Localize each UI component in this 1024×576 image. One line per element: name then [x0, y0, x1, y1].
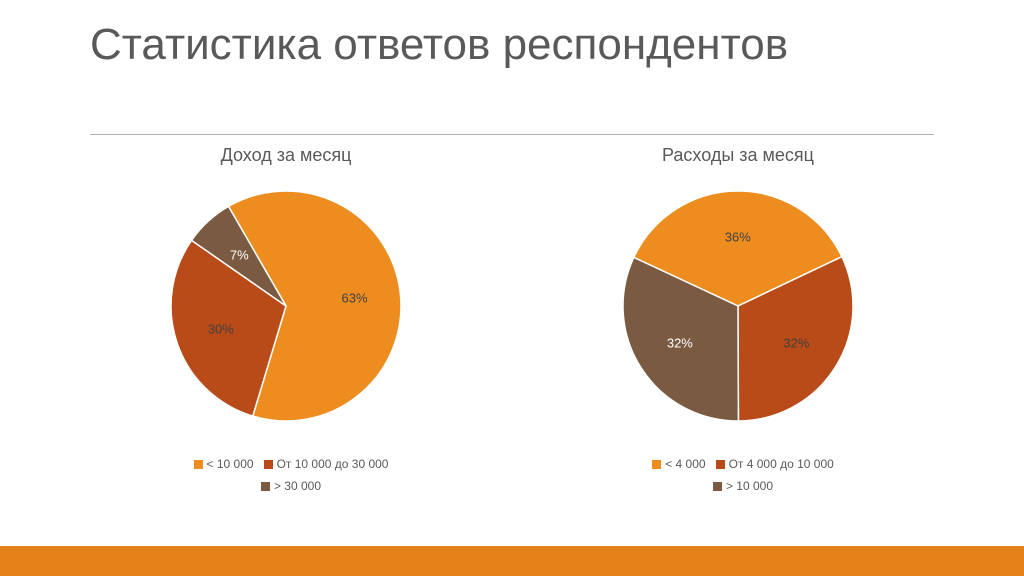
legend-swatch [261, 482, 270, 491]
legend-swatch [652, 460, 661, 469]
legend-swatch [264, 460, 273, 469]
legend-item: < 10 000 [184, 457, 254, 471]
legend-item: > 30 000 [251, 479, 321, 493]
charts-container: Доход за месяц 63% 30% 7% < 10 000 От 10 00… [0, 145, 1024, 497]
legend-swatch [194, 460, 203, 469]
slice-label: 7% [230, 248, 249, 263]
legend-item: От 10 000 до 30 000 [254, 457, 389, 471]
chart-expenses-title: Расходы за месяц [662, 145, 814, 166]
slice-label: 63% [342, 291, 368, 306]
chart-expenses-pie: 36% 32% 32% [608, 176, 868, 436]
chart-income-title: Доход за месяц [221, 145, 352, 166]
legend-label: < 10 000 [207, 457, 254, 471]
legend-label: > 10 000 [726, 479, 773, 493]
legend-item: > 10 000 [703, 479, 773, 493]
chart-income-pie: 63% 30% 7% [156, 176, 416, 436]
legend-swatch [716, 460, 725, 469]
chart-income-legend: < 10 000 От 10 000 до 30 000 > 30 000 [184, 454, 389, 497]
legend-label: От 4 000 до 10 000 [729, 457, 834, 471]
slice-label: 32% [783, 335, 809, 350]
legend-item: От 4 000 до 10 000 [706, 457, 834, 471]
pie-svg-income [156, 176, 416, 436]
chart-income: Доход за месяц 63% 30% 7% < 10 000 От 10 00… [76, 145, 496, 497]
legend-label: От 10 000 до 30 000 [277, 457, 389, 471]
slice-label: 32% [667, 336, 693, 351]
chart-expenses-legend: < 4 000 От 4 000 до 10 000 > 10 000 [642, 454, 834, 497]
footer-accent-bar [0, 546, 1024, 576]
chart-expenses: Расходы за месяц 36% 32% 32% < 4 000 От 4 0… [528, 145, 948, 497]
legend-item: < 4 000 [642, 457, 705, 471]
pie-svg-expenses [608, 176, 868, 436]
legend-swatch [713, 482, 722, 491]
page-title: Статистика ответов респондентов [90, 20, 788, 71]
legend-label: > 30 000 [274, 479, 321, 493]
title-underline [90, 134, 934, 135]
slice-label: 30% [208, 321, 234, 336]
slice-label: 36% [725, 230, 751, 245]
legend-label: < 4 000 [665, 457, 705, 471]
